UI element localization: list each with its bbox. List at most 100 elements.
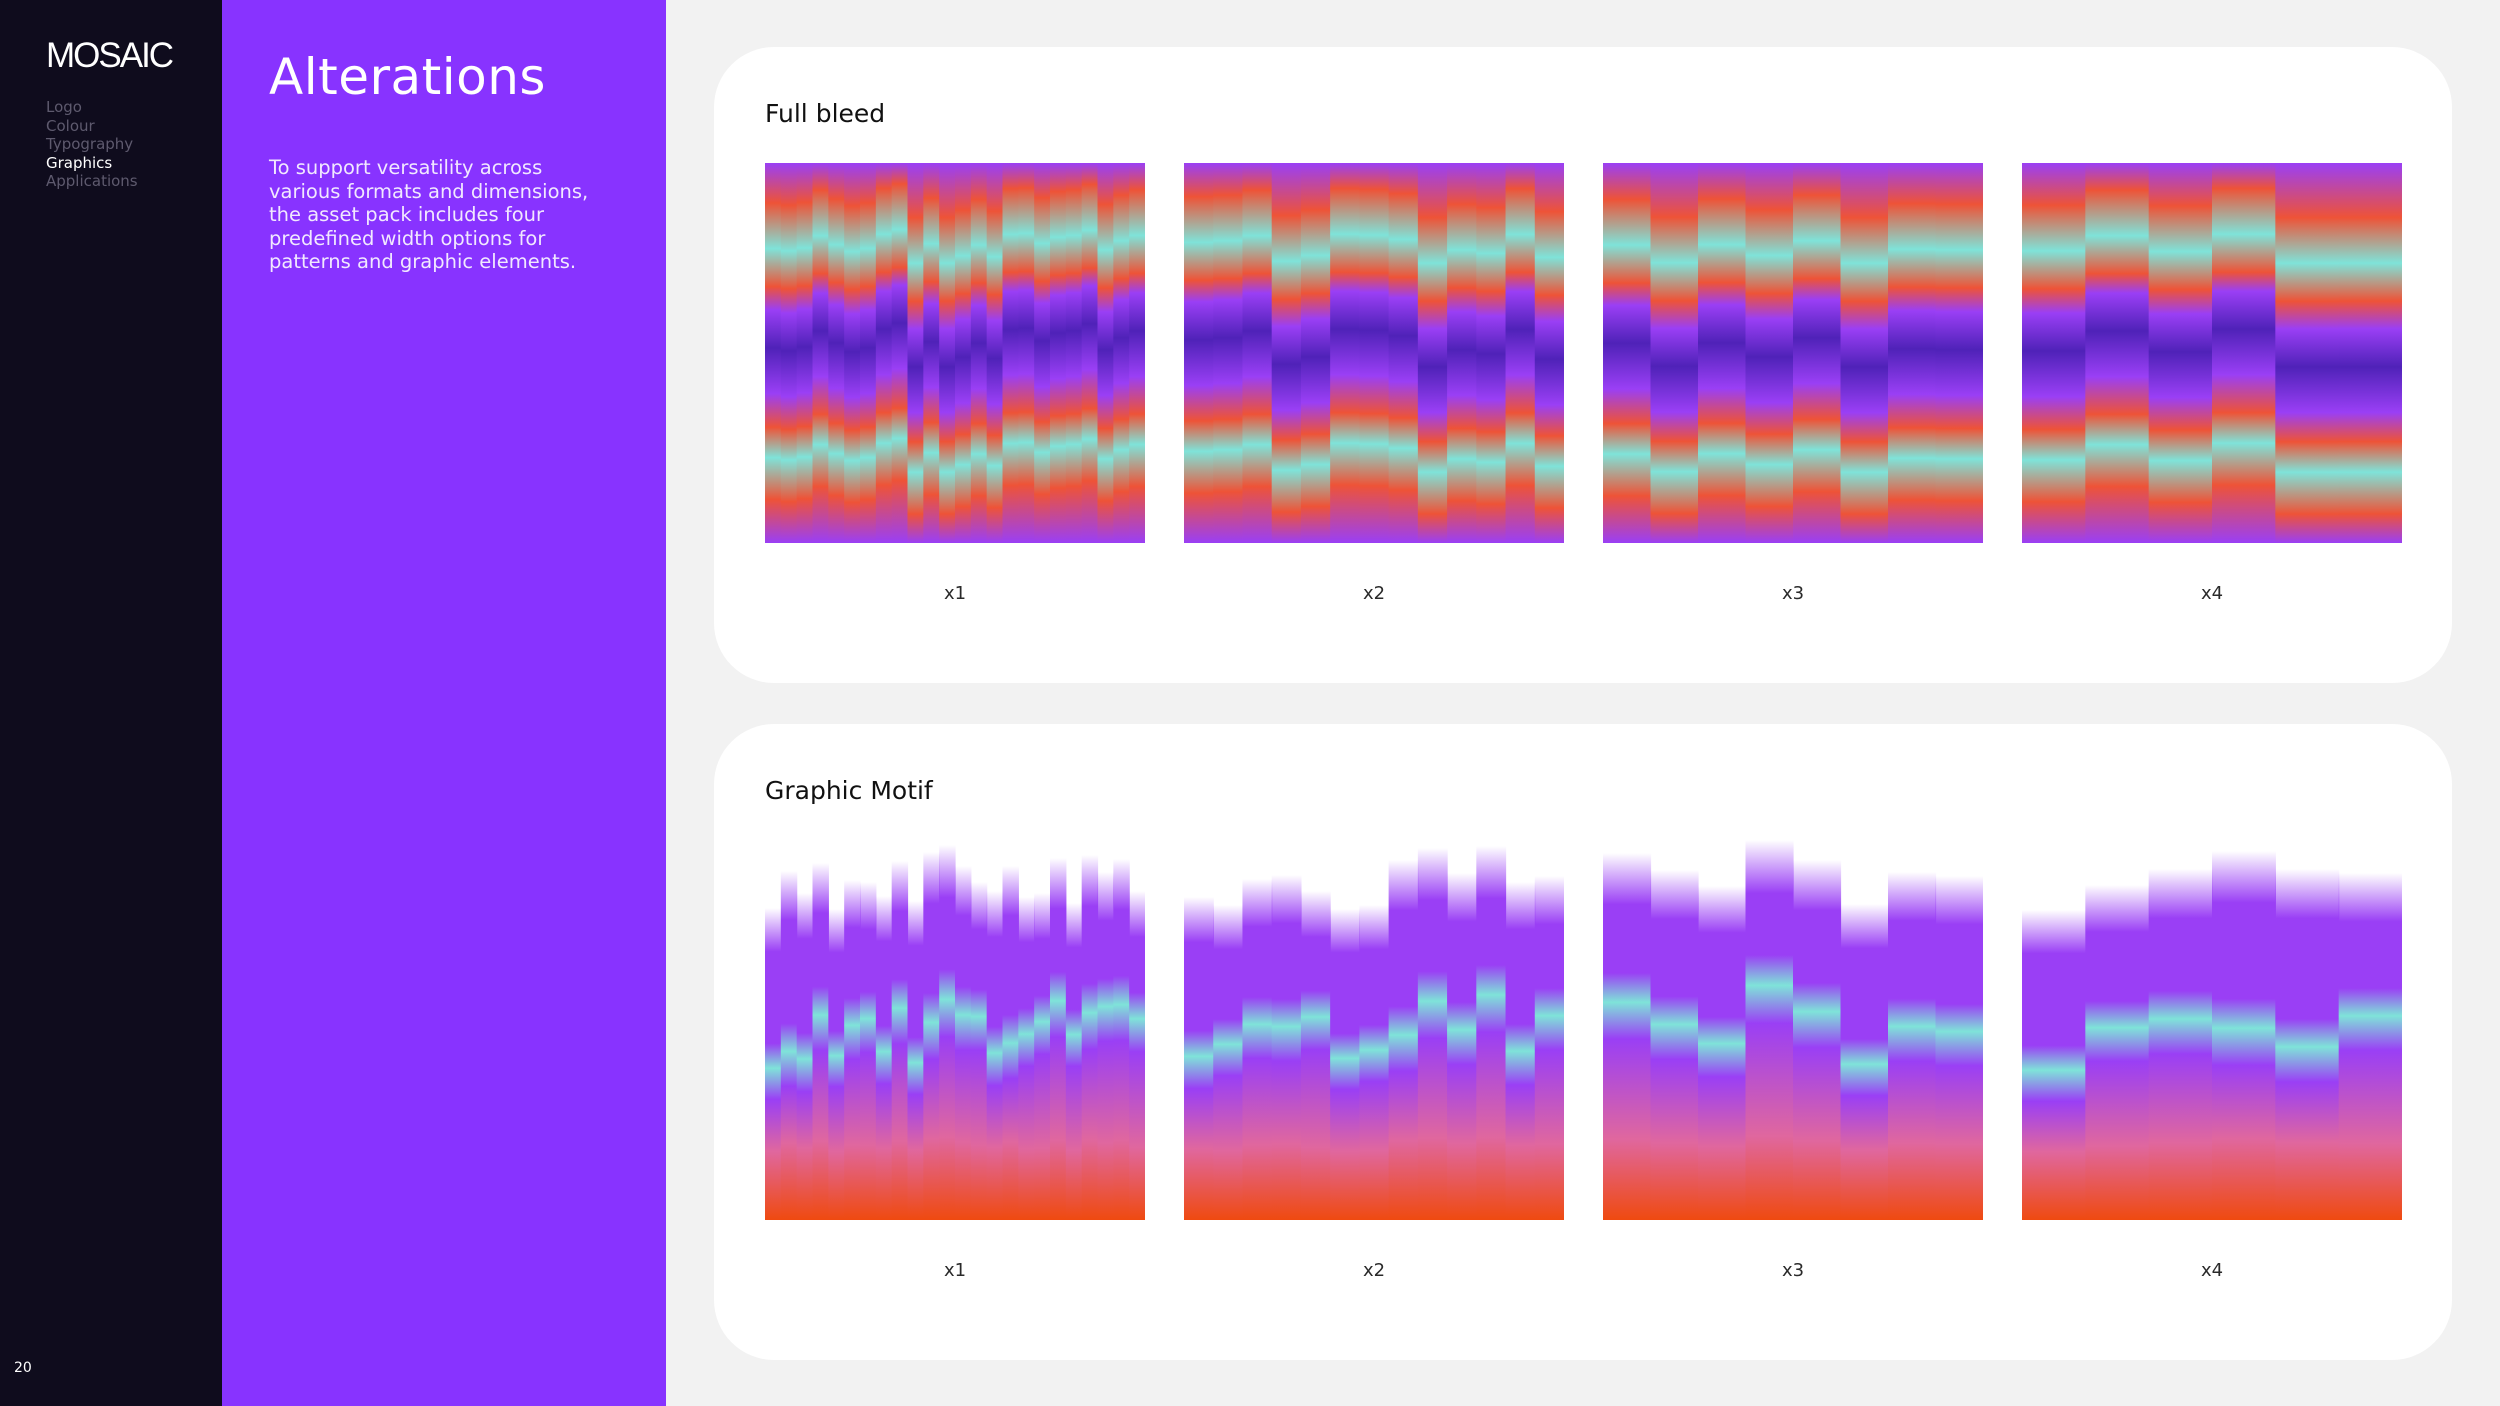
pattern-column xyxy=(1840,904,1889,1220)
pattern-column xyxy=(860,882,877,1220)
motif-tile-x4 xyxy=(2022,840,2402,1220)
pattern-column xyxy=(1505,882,1536,1220)
pattern-column xyxy=(1113,163,1130,543)
pattern-column xyxy=(2022,910,2086,1220)
page-description: To support versatility across various fo… xyxy=(269,156,589,273)
pattern-column xyxy=(2148,163,2213,543)
brand-logo[interactable]: MOSAIC xyxy=(46,36,174,75)
pattern-column xyxy=(891,163,909,543)
pattern-column xyxy=(2085,163,2150,543)
pattern-column xyxy=(1330,909,1360,1220)
pattern-column xyxy=(1793,860,1842,1220)
pattern-column xyxy=(2085,885,2150,1220)
pattern-column xyxy=(1359,163,1390,543)
pattern-column xyxy=(1113,859,1130,1220)
pattern-column xyxy=(955,866,972,1220)
page-number: 20 xyxy=(14,1360,32,1376)
pattern-tile-x1 xyxy=(765,163,1145,543)
pattern-column xyxy=(875,896,893,1220)
pattern-column xyxy=(1081,855,1099,1220)
pattern-graphic xyxy=(1184,163,1564,543)
pattern-column xyxy=(1447,873,1477,1220)
pattern-column xyxy=(1300,163,1331,543)
pattern-column xyxy=(2212,163,2276,543)
pattern-column xyxy=(1840,163,1889,543)
pattern-column xyxy=(1417,848,1448,1220)
pattern-column xyxy=(1388,860,1419,1220)
variant-label: x2 xyxy=(1362,583,1386,604)
pattern-column xyxy=(812,863,829,1220)
pattern-column xyxy=(986,163,1004,543)
pattern-column xyxy=(2338,873,2402,1220)
pattern-column xyxy=(1505,163,1536,543)
pattern-column xyxy=(1745,840,1794,1220)
graphic-motif-card: Graphic Motif x1 x2 x3 x4 xyxy=(714,724,2452,1360)
pattern-graphic xyxy=(1603,163,1983,543)
pattern-column xyxy=(1034,893,1051,1220)
pattern-column xyxy=(2338,163,2402,543)
pattern-column xyxy=(860,163,877,543)
pattern-column xyxy=(986,891,1004,1220)
pattern-column xyxy=(1242,163,1273,543)
pattern-column xyxy=(1050,163,1067,543)
nav-item-graphics[interactable]: Graphics xyxy=(46,153,113,172)
pattern-column xyxy=(1388,163,1419,543)
section-title: Graphic Motif xyxy=(765,776,933,805)
section-title: Full bleed xyxy=(765,99,886,128)
motif-tile-x2 xyxy=(1184,840,1564,1220)
pattern-column xyxy=(1184,897,1214,1220)
pattern-column xyxy=(765,163,782,543)
pattern-column xyxy=(1018,163,1035,543)
pattern-column xyxy=(1476,846,1507,1220)
pattern-column xyxy=(1888,872,1937,1220)
pattern-column xyxy=(1002,163,1019,543)
pattern-column xyxy=(1417,163,1448,543)
pattern-column xyxy=(1129,163,1145,543)
variant-label: x4 xyxy=(2200,1260,2224,1281)
nav-item-applications[interactable]: Applications xyxy=(46,172,138,190)
pattern-column xyxy=(1129,891,1145,1220)
pattern-column xyxy=(1242,879,1273,1220)
motif-graphic xyxy=(765,845,1145,1220)
variant-label: x1 xyxy=(943,1260,967,1281)
pattern-column xyxy=(1213,905,1244,1220)
motif-graphic xyxy=(2022,851,2402,1220)
pattern-column xyxy=(939,163,956,543)
pattern-column xyxy=(844,163,861,543)
pattern-graphic xyxy=(765,163,1145,543)
pattern-column xyxy=(1018,897,1035,1220)
pattern-graphic xyxy=(2022,163,2402,543)
pattern-column xyxy=(1081,163,1099,543)
pattern-column xyxy=(828,163,845,543)
pattern-column xyxy=(1603,853,1652,1220)
pattern-column xyxy=(1330,163,1360,543)
pattern-column xyxy=(2212,851,2276,1220)
pattern-column xyxy=(780,871,798,1220)
pattern-column xyxy=(1300,891,1331,1220)
motif-graphic xyxy=(1603,840,1983,1220)
pattern-column xyxy=(1476,163,1507,543)
variant-label: x3 xyxy=(1781,1260,1805,1281)
pattern-tile-x3 xyxy=(1603,163,1983,543)
pattern-column xyxy=(1002,866,1019,1220)
motif-graphic xyxy=(1184,846,1564,1220)
pattern-column xyxy=(796,163,814,543)
nav-item-typography[interactable]: Typography xyxy=(46,135,134,153)
nav-item-logo[interactable]: Logo xyxy=(46,98,82,116)
page-title: Alterations xyxy=(269,48,546,106)
variant-label: x4 xyxy=(2200,583,2224,604)
nav-item-colour[interactable]: Colour xyxy=(46,116,95,135)
pattern-column xyxy=(2275,869,2340,1220)
pattern-column xyxy=(891,861,909,1220)
motif-tile-x3 xyxy=(1603,840,1983,1220)
pattern-column xyxy=(1184,163,1214,543)
pattern-column xyxy=(955,163,972,543)
pattern-column xyxy=(844,880,861,1220)
pattern-column xyxy=(780,163,798,543)
pattern-column xyxy=(1888,163,1937,543)
pattern-column xyxy=(1050,858,1067,1220)
sidebar-nav: MOSAIC Logo Colour Typography Graphics A… xyxy=(0,0,222,1406)
variant-label: x1 xyxy=(943,583,967,604)
pattern-column xyxy=(939,845,956,1220)
pattern-column xyxy=(1447,163,1477,543)
